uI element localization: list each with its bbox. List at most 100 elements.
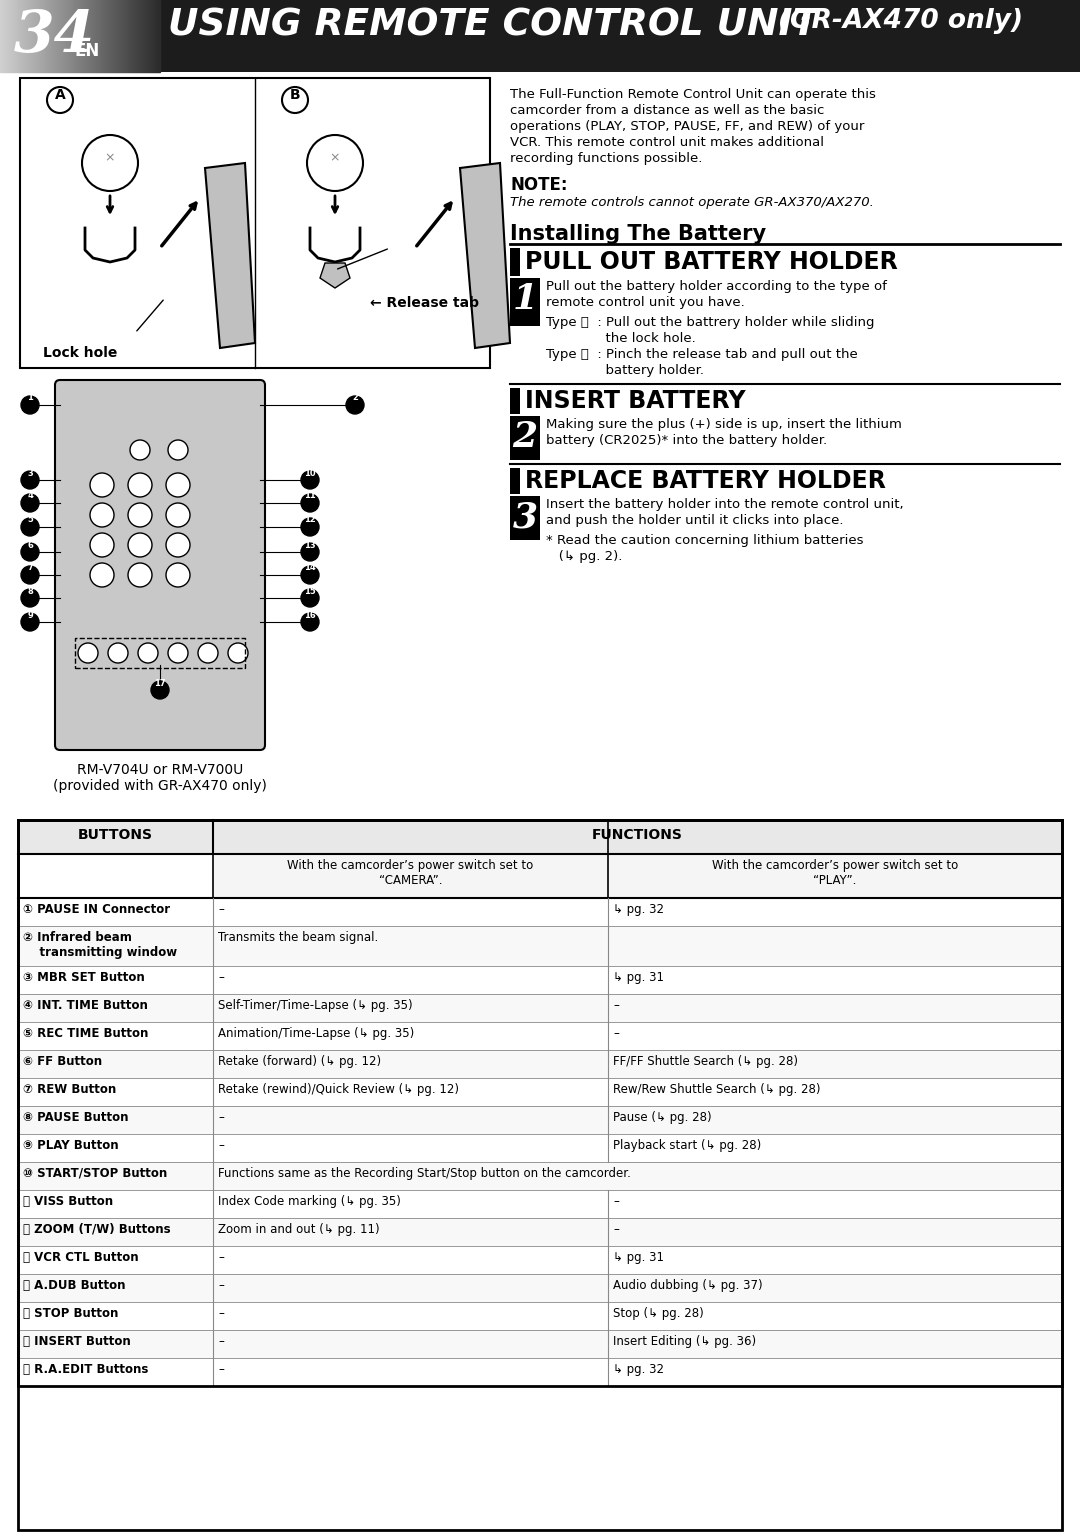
Text: ⑫ ZOOM (T/W) Buttons: ⑫ ZOOM (T/W) Buttons: [23, 1223, 171, 1236]
Text: ⑬ VCR CTL Button: ⑬ VCR CTL Button: [23, 1251, 138, 1265]
Text: BUTTONS: BUTTONS: [78, 828, 153, 842]
Bar: [18, 966, 1062, 993]
Text: REPLACE BATTERY HOLDER: REPLACE BATTERY HOLDER: [525, 469, 886, 494]
Circle shape: [90, 503, 114, 527]
Text: and push the holder until it clicks into place.: and push the holder until it clicks into…: [546, 514, 843, 527]
Text: Playback start (↳ pg. 28): Playback start (↳ pg. 28): [613, 1139, 761, 1151]
Text: 2: 2: [352, 394, 357, 403]
Text: Rew/Rew Shuttle Search (↳ pg. 28): Rew/Rew Shuttle Search (↳ pg. 28): [613, 1082, 821, 1096]
Text: remote control unit you have.: remote control unit you have.: [546, 296, 745, 310]
Circle shape: [138, 642, 158, 662]
FancyBboxPatch shape: [55, 380, 265, 750]
Circle shape: [90, 533, 114, 556]
Bar: [18, 1050, 1062, 1078]
Text: ③ MBR SET Button: ③ MBR SET Button: [23, 970, 145, 984]
Text: –: –: [218, 1335, 224, 1348]
Bar: [18, 993, 1062, 1023]
Text: Retake (rewind)/Quick Review (↳ pg. 12): Retake (rewind)/Quick Review (↳ pg. 12): [218, 1082, 459, 1096]
Circle shape: [166, 474, 190, 497]
Bar: [18, 898, 1062, 926]
Text: ↳ pg. 32: ↳ pg. 32: [613, 1363, 664, 1377]
Bar: [18, 1219, 1062, 1246]
Text: The Full-Function Remote Control Unit can operate this: The Full-Function Remote Control Unit ca…: [510, 87, 876, 101]
Circle shape: [301, 566, 319, 584]
Text: camcorder from a distance as well as the basic: camcorder from a distance as well as the…: [510, 104, 824, 117]
Text: Transmits the beam signal.: Transmits the beam signal.: [218, 931, 378, 944]
Circle shape: [129, 533, 152, 556]
Text: Zoom in and out (↳ pg. 11): Zoom in and out (↳ pg. 11): [218, 1223, 380, 1236]
Text: operations (PLAY, STOP, PAUSE, FF, and REW) of your: operations (PLAY, STOP, PAUSE, FF, and R…: [510, 120, 864, 133]
Circle shape: [21, 396, 39, 414]
Text: 1: 1: [512, 282, 538, 316]
Circle shape: [90, 563, 114, 587]
Text: –: –: [218, 1251, 224, 1265]
Text: (provided with GR-AX470 only): (provided with GR-AX470 only): [53, 779, 267, 793]
Circle shape: [301, 613, 319, 632]
Text: With the camcorder’s power switch set to
“PLAY”.: With the camcorder’s power switch set to…: [712, 858, 958, 888]
Text: USING REMOTE CONTROL UNIT: USING REMOTE CONTROL UNIT: [168, 8, 819, 44]
Text: 2: 2: [512, 420, 538, 454]
Text: 3: 3: [27, 469, 32, 477]
Text: FF/FF Shuttle Search (↳ pg. 28): FF/FF Shuttle Search (↳ pg. 28): [613, 1055, 798, 1069]
Text: 9: 9: [27, 610, 32, 619]
Text: ⑥ FF Button: ⑥ FF Button: [23, 1055, 103, 1069]
Text: 7: 7: [27, 564, 32, 572]
Text: ⑨ PLAY Button: ⑨ PLAY Button: [23, 1139, 119, 1151]
Text: Animation/Time-Lapse (↳ pg. 35): Animation/Time-Lapse (↳ pg. 35): [218, 1027, 415, 1039]
Text: Retake (forward) (↳ pg. 12): Retake (forward) (↳ pg. 12): [218, 1055, 381, 1069]
Circle shape: [21, 471, 39, 489]
Bar: [510, 497, 540, 540]
Bar: [18, 1078, 1062, 1105]
Polygon shape: [320, 264, 350, 288]
Text: B: B: [289, 87, 300, 103]
Bar: [510, 415, 540, 460]
Circle shape: [301, 471, 319, 489]
Bar: [18, 1246, 1062, 1274]
Text: ⑦ REW Button: ⑦ REW Button: [23, 1082, 117, 1096]
Text: ↳ pg. 31: ↳ pg. 31: [613, 1251, 664, 1265]
Bar: [18, 1190, 1062, 1219]
Text: 16: 16: [305, 610, 315, 619]
Bar: [213, 854, 1062, 898]
Text: With the camcorder’s power switch set to
“CAMERA”.: With the camcorder’s power switch set to…: [287, 858, 534, 888]
Text: ⑯ INSERT Button: ⑯ INSERT Button: [23, 1335, 131, 1348]
Text: ① PAUSE IN Connector: ① PAUSE IN Connector: [23, 903, 171, 917]
Text: Lock hole: Lock hole: [43, 346, 118, 360]
Text: –: –: [613, 1196, 619, 1208]
Circle shape: [48, 87, 73, 113]
Text: ⑩ START/STOP Button: ⑩ START/STOP Button: [23, 1167, 167, 1180]
Circle shape: [78, 642, 98, 662]
Bar: [75, 638, 245, 668]
Text: the lock hole.: the lock hole.: [546, 333, 696, 345]
Text: –: –: [613, 1223, 619, 1236]
Text: ④ INT. TIME Button: ④ INT. TIME Button: [23, 1000, 148, 1012]
Bar: [510, 277, 540, 327]
Text: Functions same as the Recording Start/Stop button on the camcorder.: Functions same as the Recording Start/St…: [218, 1167, 631, 1180]
Text: Insert the battery holder into the remote control unit,: Insert the battery holder into the remot…: [546, 498, 904, 510]
Bar: [18, 1162, 1062, 1190]
Text: –: –: [218, 1363, 224, 1377]
Circle shape: [168, 440, 188, 460]
Circle shape: [129, 474, 152, 497]
Text: A: A: [55, 87, 66, 103]
Text: battery (CR2025)* into the battery holder.: battery (CR2025)* into the battery holde…: [546, 434, 827, 448]
Text: INSERT BATTERY: INSERT BATTERY: [525, 389, 745, 412]
Text: RM-V704U or RM-V700U: RM-V704U or RM-V700U: [77, 763, 243, 777]
Text: ⑰ R.A.EDIT Buttons: ⑰ R.A.EDIT Buttons: [23, 1363, 148, 1377]
Text: Insert Editing (↳ pg. 36): Insert Editing (↳ pg. 36): [613, 1335, 756, 1348]
Text: Type Ⓐ  : Pull out the battrery holder while sliding: Type Ⓐ : Pull out the battrery holder wh…: [546, 316, 875, 330]
Circle shape: [129, 503, 152, 527]
Circle shape: [21, 543, 39, 561]
Bar: [18, 1302, 1062, 1331]
Bar: [18, 820, 1062, 854]
Text: Self-Timer/Time-Lapse (↳ pg. 35): Self-Timer/Time-Lapse (↳ pg. 35): [218, 1000, 413, 1012]
Circle shape: [282, 87, 308, 113]
Text: 8: 8: [27, 587, 32, 595]
Bar: [18, 926, 1062, 966]
Circle shape: [90, 474, 114, 497]
Circle shape: [21, 589, 39, 607]
Text: ×: ×: [105, 152, 116, 164]
Text: –: –: [613, 1027, 619, 1039]
Bar: [0, 0, 1080, 72]
Text: ↳ pg. 32: ↳ pg. 32: [613, 903, 664, 917]
